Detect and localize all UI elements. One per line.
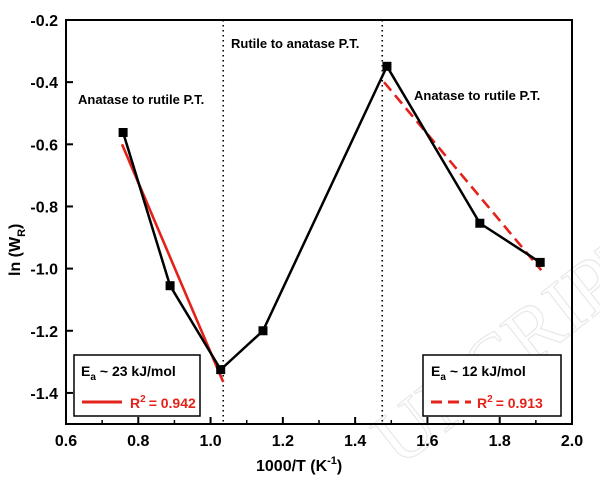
x-tick-label: 2.0	[561, 433, 583, 450]
y-tick-label: -1.2	[30, 324, 58, 341]
axis-ticks	[65, 19, 573, 424]
legend-box-right: Ea ~ 12 kJ/mol R2 = 0.913	[422, 354, 562, 417]
legend-left-r2-symbol: R	[130, 395, 140, 411]
legend-box-left: Ea ~ 23 kJ/mol R2 = 0.942	[73, 354, 201, 417]
data-point-marker	[382, 61, 392, 71]
legend-right-ea-symbol: E	[431, 363, 440, 379]
legend-left-ea: Ea ~ 23 kJ/mol	[81, 363, 176, 383]
phase-transition-lines	[222, 20, 384, 424]
annotation-middle-region: Rutile to anatase P.T.	[231, 36, 359, 51]
data-point-marker	[165, 281, 175, 291]
x-tick-label: 0.6	[55, 433, 77, 450]
y-axis-title-close: )	[7, 224, 24, 229]
legend-right-ea-value: ~ 12 kJ/mol	[450, 363, 526, 379]
legend-left-r2-sup: 2	[140, 394, 146, 405]
fit-line-dashed	[383, 81, 543, 272]
y-tick-label: -0.6	[30, 137, 58, 154]
legend-left-r2-value: = 0.942	[149, 395, 196, 411]
legend-right-r2-value: = 0.913	[496, 395, 543, 411]
axis-tick-labels: 0.6 0.8 1.0 1.2 1.4 1.6 1.8 2.0 -1.4 -1.2 -1.0 -0.8…	[30, 13, 583, 450]
y-tick-label: -0.2	[30, 13, 58, 30]
x-axis-title-main: 1000/T (K	[256, 458, 328, 475]
legend-right-ea-sub: a	[440, 372, 446, 383]
y-tick-label: -0.8	[30, 199, 58, 216]
x-axis-title-close: )	[337, 458, 342, 475]
data-point-marker	[216, 365, 226, 375]
x-tick-label: 1.2	[272, 433, 294, 450]
x-tick-label: 1.8	[489, 433, 511, 450]
legend-box-left-frame	[73, 354, 201, 417]
y-axis-title-main: ln (W	[7, 236, 24, 276]
annotation-left-region: Anatase to rutile P.T.	[78, 92, 204, 107]
y-axis-title: ln (WR)	[7, 224, 28, 276]
y-tick-label: -1.0	[30, 262, 58, 279]
x-tick-label: 1.6	[416, 433, 438, 450]
data-point-marker	[118, 127, 128, 137]
legend-left-ea-value: ~ 23 kJ/mol	[100, 363, 176, 379]
y-tick-label: -0.4	[30, 75, 58, 92]
x-axis-title-sup: -1	[327, 455, 337, 467]
legend-right-ea: Ea ~ 12 kJ/mol	[431, 363, 526, 383]
legend-left-ea-sub: a	[90, 372, 96, 383]
data-point-marker	[258, 326, 268, 336]
legend-box-right-frame	[422, 354, 562, 417]
y-axis-title-sub: R	[16, 229, 28, 237]
x-tick-label: 0.8	[127, 433, 149, 450]
legend-left-ea-symbol: E	[81, 363, 90, 379]
legend-left-r2: R2 = 0.942	[130, 394, 196, 411]
data-series	[118, 61, 545, 375]
legend-right-r2-sup: 2	[487, 394, 493, 405]
annotation-right-region: Anatase to rutile P.T.	[414, 88, 540, 103]
y-tick-label: -1.4	[30, 386, 58, 403]
data-point-marker	[475, 218, 485, 228]
legend-right-r2-symbol: R	[477, 395, 487, 411]
legend-right-r2: R2 = 0.913	[477, 394, 543, 411]
x-axis-title: 1000/T (K-1)	[256, 455, 342, 475]
x-tick-label: 1.4	[344, 433, 366, 450]
data-point-marker	[535, 257, 545, 267]
x-tick-label: 1.0	[199, 433, 221, 450]
